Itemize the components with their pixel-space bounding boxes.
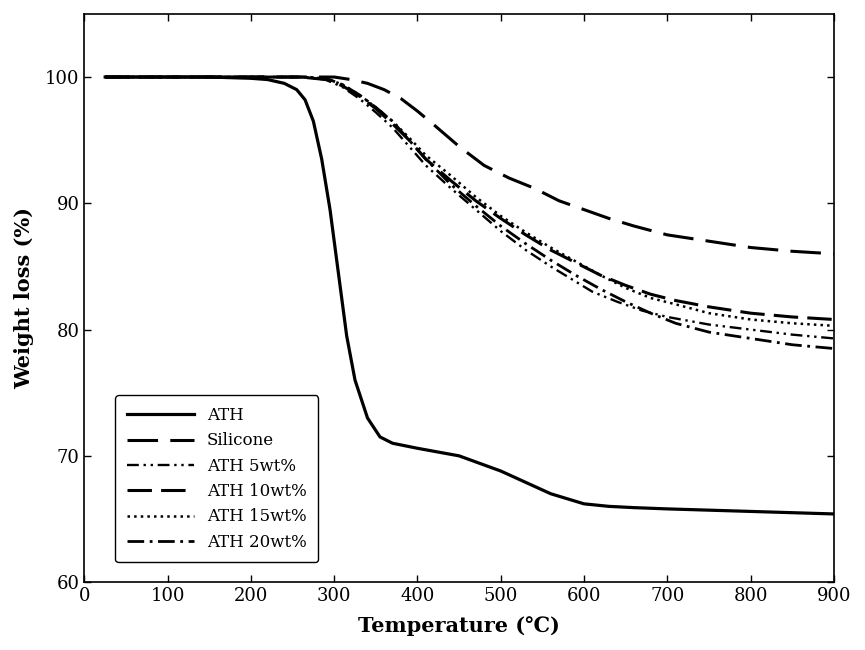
Legend: ATH, Silicone, ATH 5wt%, ATH 10wt%, ATH 15wt%, ATH 20wt%: ATH, Silicone, ATH 5wt%, ATH 10wt%, ATH … (115, 395, 318, 562)
X-axis label: Temperature (℃): Temperature (℃) (358, 616, 560, 636)
Y-axis label: Weight loss (%): Weight loss (%) (14, 207, 34, 389)
